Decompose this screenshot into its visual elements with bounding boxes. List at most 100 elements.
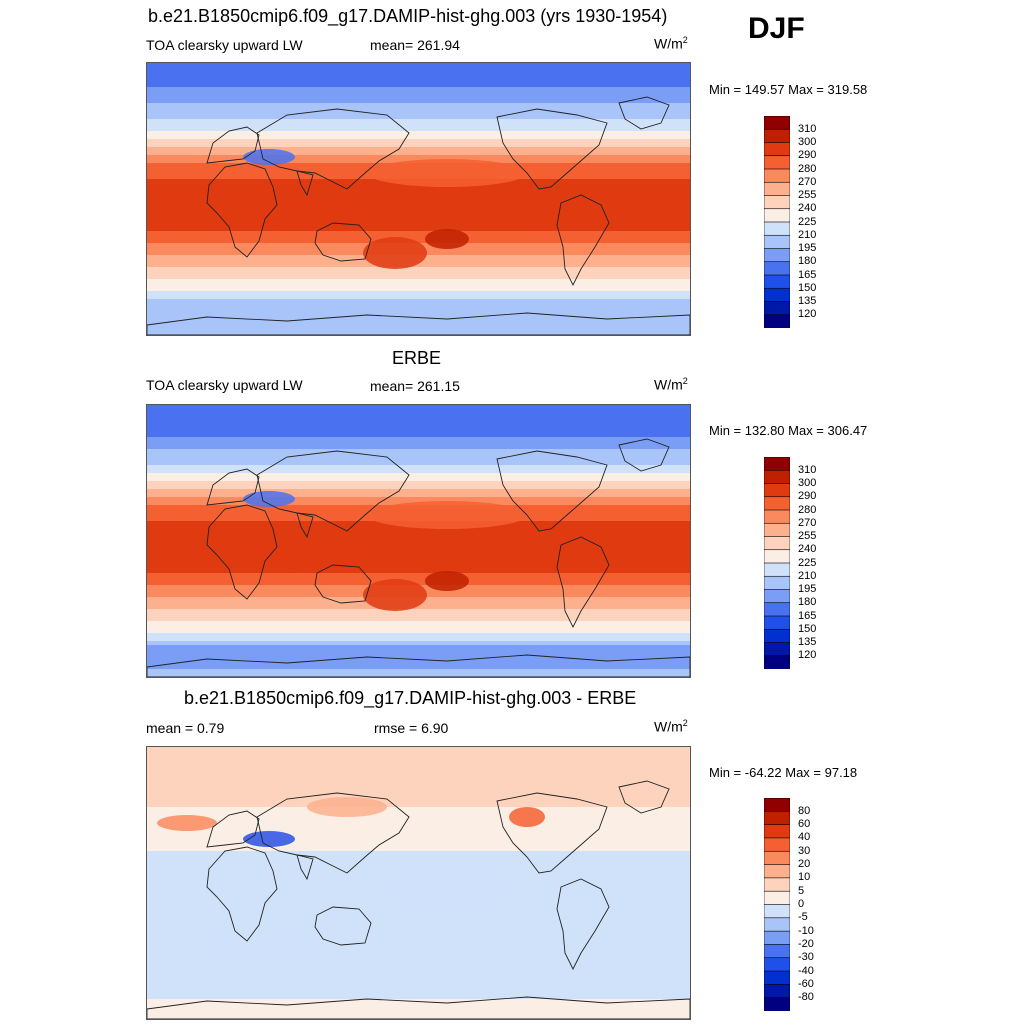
zonal-band	[147, 621, 690, 626]
zonal-band	[147, 417, 690, 422]
zonal-band	[147, 751, 690, 756]
zonal-band	[147, 581, 690, 586]
zonal-band	[147, 561, 690, 566]
coastline-south-america	[556, 536, 610, 629]
colorbar-tick-label: 30	[798, 844, 811, 857]
zonal-band	[147, 673, 690, 677]
colorbar-tick-label: -40	[798, 964, 814, 977]
zonal-band	[147, 405, 690, 410]
zonal-band	[147, 569, 690, 574]
colorbar-tick-label: 195	[798, 242, 817, 254]
zonal-band	[147, 151, 690, 156]
colorbar-tick-label: 225	[798, 215, 817, 228]
zonal-band	[147, 907, 690, 912]
zonal-band	[147, 779, 690, 784]
colorbar-swatch	[764, 628, 790, 644]
coastline-asia	[256, 792, 410, 874]
zonal-band	[147, 481, 690, 486]
zonal-band	[147, 923, 690, 928]
coastline-europe	[206, 810, 260, 848]
zonal-band	[147, 99, 690, 104]
colorbar-tick-label: 20	[798, 858, 811, 871]
zonal-band	[147, 759, 690, 764]
colorbar-swatch	[764, 536, 790, 551]
colorbar-swatch	[764, 483, 790, 498]
colorbar-tick-label: 300	[798, 477, 817, 489]
zonal-band	[147, 919, 690, 924]
colorbar-tick-label: 280	[798, 162, 817, 175]
coastline-antarctica	[147, 312, 690, 335]
colorbar-swatch	[764, 904, 790, 919]
coastline-south-america	[556, 878, 610, 971]
zonal-band	[147, 195, 690, 200]
panel3-minmax: Min = -64.22 Max = 97.18	[709, 765, 858, 780]
field-anomaly	[157, 815, 217, 831]
zonal-band	[147, 441, 690, 446]
zonal-band	[147, 863, 690, 868]
colorbar-swatch	[764, 615, 790, 630]
zonal-band	[147, 119, 690, 124]
zonal-band	[147, 437, 690, 442]
colorbar-swatch	[764, 655, 790, 669]
zonal-band	[147, 433, 690, 438]
zonal-band	[147, 79, 690, 84]
colorbar-swatch	[764, 195, 790, 210]
colorbar-tick-label: 120	[798, 308, 817, 321]
colorbar-tick-label: -60	[798, 977, 814, 990]
field-anomaly	[207, 933, 327, 961]
panel2-colorbar	[764, 457, 790, 669]
colorbar-tick-label: 300	[798, 136, 817, 148]
colorbar-swatch	[764, 274, 790, 289]
zonal-band	[147, 283, 690, 288]
coastline-asia	[256, 108, 410, 190]
coastline-australia	[314, 564, 372, 604]
colorbar-tick-label: 40	[798, 831, 811, 844]
field-anomaly	[247, 545, 367, 569]
zonal-band	[147, 827, 690, 832]
colorbar-swatch	[764, 890, 790, 906]
colorbar-tick-label: 150	[798, 622, 817, 635]
colorbar-tick-label: 5	[798, 884, 805, 897]
coastline-greenland	[618, 96, 670, 130]
coastline-north-america	[496, 792, 608, 874]
zonal-band	[147, 461, 690, 466]
zonal-band	[147, 1003, 690, 1008]
field-anomaly	[363, 579, 427, 611]
zonal-band	[147, 763, 690, 768]
coastline-antarctica	[147, 996, 690, 1019]
zonal-band	[147, 661, 690, 666]
panel3-mean-label: mean = 0.79	[146, 720, 225, 736]
zonal-band	[147, 617, 690, 622]
zonal-band	[147, 413, 690, 418]
zonal-band	[147, 453, 690, 458]
zonal-band	[147, 91, 690, 96]
field-anomaly	[243, 831, 295, 847]
colorbar-swatch	[764, 642, 790, 657]
season-label: DJF	[748, 12, 805, 45]
coastline-greenland	[618, 438, 670, 472]
zonal-band	[147, 1007, 690, 1012]
zonal-band	[147, 311, 690, 316]
zonal-band	[147, 123, 690, 128]
colorbar-tick-label: 180	[798, 255, 817, 268]
zonal-band	[147, 533, 690, 538]
zonal-band	[147, 421, 690, 426]
colorbar-swatch	[764, 234, 790, 250]
colorbar-swatch	[764, 208, 790, 223]
zonal-band	[147, 935, 690, 940]
colorbar-swatch	[764, 997, 790, 1011]
zonal-band	[147, 975, 690, 980]
zonal-band	[147, 807, 690, 812]
zonal-band	[147, 203, 690, 208]
colorbar-tick-label: -30	[798, 951, 814, 964]
panel2-mean-label: mean= 261.15	[370, 378, 460, 394]
field-anomaly	[243, 149, 295, 165]
zonal-band	[147, 529, 690, 534]
zonal-band	[147, 991, 690, 996]
coastline-europe	[206, 126, 260, 164]
zonal-band	[147, 87, 690, 92]
zonal-band	[147, 63, 690, 68]
zonal-band	[147, 669, 690, 674]
zonal-band	[147, 457, 690, 462]
zonal-band	[147, 971, 690, 976]
